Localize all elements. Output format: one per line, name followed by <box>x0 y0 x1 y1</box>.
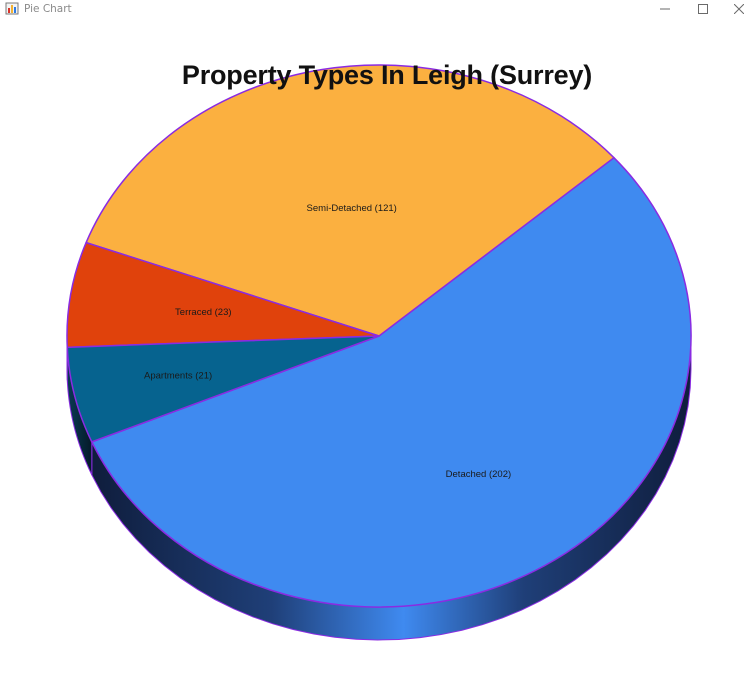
pie-slices <box>66 64 692 608</box>
pie-label-terraced: Terraced (23) <box>175 307 232 318</box>
close-icon <box>734 4 744 14</box>
maximize-icon <box>698 4 708 14</box>
minimize-icon <box>660 8 670 10</box>
chart-app-icon <box>5 2 19 15</box>
minimize-button[interactable] <box>646 0 684 18</box>
maximize-button[interactable] <box>684 0 722 18</box>
pie-labels: Detached (202) Semi-Detached (121) Terrace… <box>144 203 511 480</box>
window-title: Pie Chart <box>24 3 72 15</box>
pie-slice-apartments[interactable] <box>66 335 380 443</box>
pie-slice-semi-detached[interactable] <box>85 64 615 337</box>
pie-label-semi-detached: Semi-Detached (121) <box>307 203 397 214</box>
window-titlebar: Pie Chart <box>0 0 756 18</box>
close-button[interactable] <box>720 0 756 18</box>
pie-label-detached: Detached (202) <box>446 469 511 480</box>
pie-slice-detached[interactable] <box>91 156 692 608</box>
chart-title: Property Types In Leigh (Surrey) <box>181 60 593 90</box>
pie-slice-terraced[interactable] <box>66 241 380 349</box>
pie-label-apartments: Apartments (21) <box>144 370 212 381</box>
